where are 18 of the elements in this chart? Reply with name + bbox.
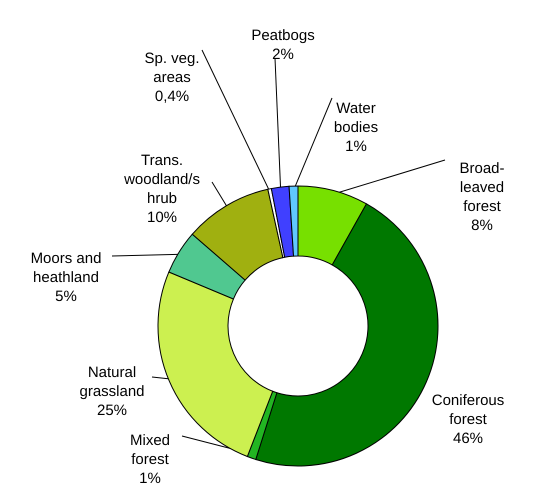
- slice-label: Natural grassland: [79, 364, 145, 400]
- data-label: 5%: [55, 288, 77, 305]
- data-label: 46%: [452, 430, 484, 447]
- data-label: 1%: [139, 470, 161, 487]
- slice-label: Coniferous forest: [432, 392, 504, 428]
- slice-label: Mixed forest: [130, 432, 170, 468]
- data-label: 2%: [272, 46, 294, 63]
- slice-label: Broad- leaved forest: [459, 160, 505, 215]
- data-label: 25%: [96, 402, 128, 419]
- data-label: 1%: [345, 138, 367, 155]
- data-label: 10%: [146, 209, 178, 226]
- slice-label: Moors and heathland: [30, 250, 102, 286]
- slice-label: Peatbogs: [251, 27, 315, 44]
- slice-label: Sp. veg. areas: [144, 50, 200, 86]
- slice-label: Trans. woodland/s hrub: [123, 152, 200, 207]
- data-label: 0,4%: [154, 88, 190, 105]
- slice-label: Water bodies: [334, 100, 378, 136]
- data-label: 8%: [471, 217, 493, 234]
